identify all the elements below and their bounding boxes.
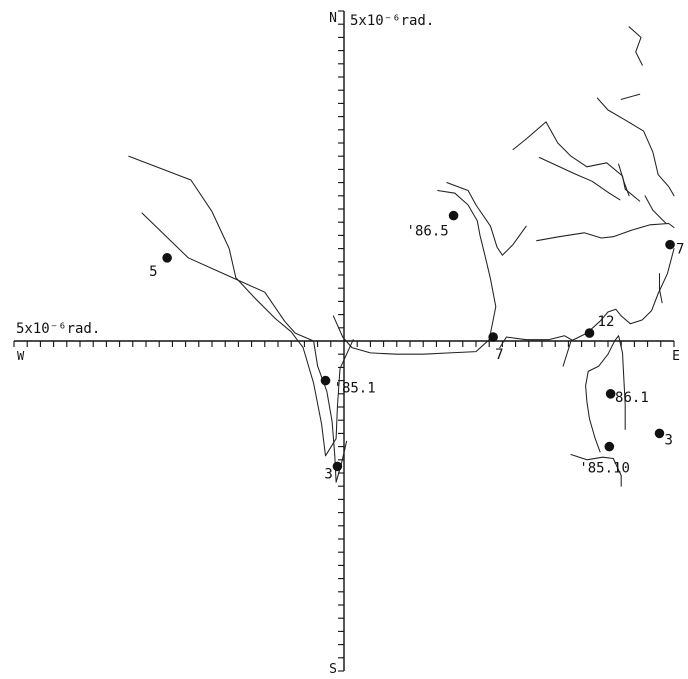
tilt-trace-1 [128,155,354,457]
tilt-trace-4 [499,335,575,349]
epoch-marker [654,428,665,439]
tilt-trace-6 [585,335,626,453]
epoch-label: '85.10 [579,461,630,477]
tilt-traces [128,26,675,487]
epoch-label: 7 [676,242,684,258]
epoch-marker [604,441,615,452]
tilt-trace-9 [536,222,675,242]
tilt-trace-12 [538,156,621,201]
vertical-scale-label: 5x10⁻⁶rad. [350,13,434,29]
axes: N S E W 5x10⁻⁶rad. 5x10⁻⁶rad. [13,10,680,677]
tilt-trace-16 [628,26,643,66]
epoch-marker [488,332,498,342]
epoch-labels: 5 '85.1 3 '86.5 7 12 '86.1 3 '85.10 7 [149,224,684,483]
tilt-trace-14 [658,273,663,304]
epoch-marker [584,328,595,338]
epoch-marker [332,461,343,472]
epoch-marker [162,253,172,263]
epoch-label: '86.5 [407,224,449,240]
tilt-trace-15 [618,163,630,197]
east-label: E [672,349,680,364]
epoch-marker [665,239,675,250]
tilt-trace-10 [512,121,641,202]
west-label: W [17,349,25,363]
epoch-label: '86.1 [607,390,649,406]
epoch-marker [448,210,459,221]
tilt-trace-13 [644,195,667,225]
tilt-trace-11 [596,97,675,197]
north-label: N [329,11,337,26]
south-label: S [329,662,337,677]
tilt-trace-7 [570,453,622,487]
tilt-trace-8 [446,182,527,256]
epoch-label: 7 [495,347,503,363]
epoch-markers [162,210,675,472]
epoch-label: '85.1 [334,381,376,397]
tilt-trace-2 [141,212,348,483]
epoch-label: 3 [664,432,672,448]
epoch-label: 5 [149,264,157,280]
epoch-marker [605,389,616,399]
epoch-marker [320,375,331,386]
tilt-trace-3 [332,189,497,355]
epoch-label: 3 [324,466,332,482]
axis-ticks [13,10,675,672]
tilt-trace-5 [562,248,675,367]
horizontal-scale-label: 5x10⁻⁶rad. [16,321,100,337]
tilt-trace-17 [620,93,641,100]
epoch-label: 12 [598,314,615,330]
